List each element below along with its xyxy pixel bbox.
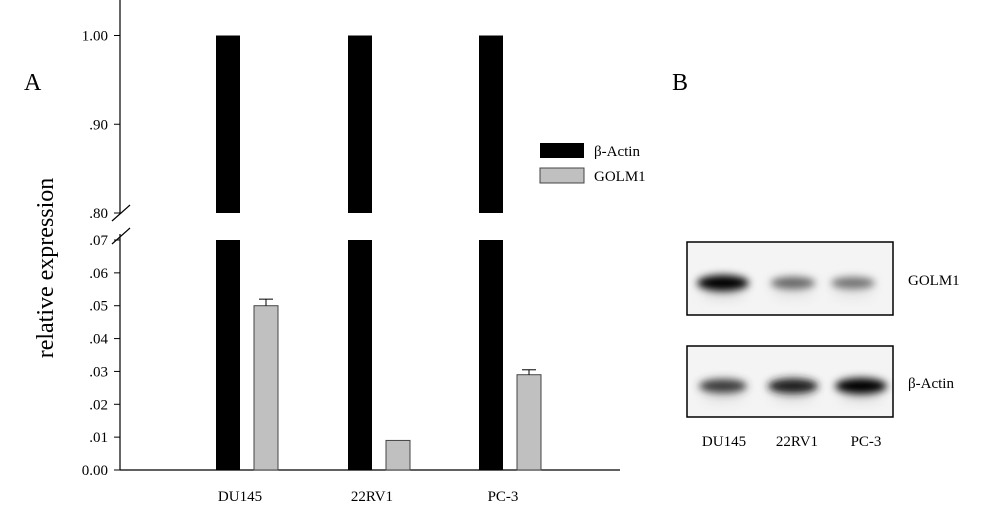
x-tick-label: PC-3 xyxy=(488,489,519,505)
blot-row-label: β-Actin xyxy=(908,376,954,392)
bar-golm1 xyxy=(385,439,411,471)
y-tick-label: 1.00 xyxy=(82,29,108,45)
y-tick-label: .05 xyxy=(89,299,108,315)
y-tick-label: .04 xyxy=(89,332,108,348)
y-tick-label: .07 xyxy=(89,233,108,249)
x-tick-label: DU145 xyxy=(218,489,262,505)
bar-beta-actin-upper xyxy=(216,35,240,213)
legend-label-beta-actin: β-Actin xyxy=(594,144,640,160)
blot-smear xyxy=(701,391,745,401)
x-tick-label: 22RV1 xyxy=(351,489,393,505)
blot-band xyxy=(699,379,747,393)
blot-lane-label: DU145 xyxy=(702,434,746,450)
y-tick-label: 0.00 xyxy=(82,463,108,479)
panel-label-b: B xyxy=(672,70,689,96)
blot-band xyxy=(767,378,819,394)
blot-smear xyxy=(839,391,883,401)
bar-beta-actin-lower xyxy=(216,240,240,470)
blot-smear xyxy=(701,288,745,298)
legend-label-golm1: GOLM1 xyxy=(594,169,646,185)
y-tick-label: .01 xyxy=(89,430,108,446)
bar-beta-actin-lower xyxy=(348,240,372,470)
y-tick-label: .80 xyxy=(89,206,108,222)
bar-beta-actin-upper xyxy=(348,35,372,213)
y-tick-label: .03 xyxy=(89,364,108,380)
blot-smear xyxy=(771,391,815,401)
blot-band xyxy=(835,378,887,394)
y-axis-title: relative expression xyxy=(33,178,59,359)
blot-smear xyxy=(771,288,815,298)
blot-row-label: GOLM1 xyxy=(908,273,960,289)
axis-break-mark xyxy=(111,227,131,245)
blot-lane-label: 22RV1 xyxy=(776,434,818,450)
bar-beta-actin-upper xyxy=(479,35,503,213)
y-tick-label: .06 xyxy=(89,266,108,282)
blot-band xyxy=(831,277,875,289)
y-tick-label: .02 xyxy=(89,397,108,413)
legend-swatch-beta-actin xyxy=(540,143,584,158)
blot-smear xyxy=(831,288,875,298)
legend-swatch-golm1 xyxy=(539,167,585,184)
bar-golm1 xyxy=(516,374,542,471)
axis-break-mark xyxy=(111,204,131,222)
blot-band xyxy=(697,275,749,291)
blot-lane-label: PC-3 xyxy=(851,434,882,450)
blot-band xyxy=(770,276,816,290)
bar-beta-actin-lower xyxy=(479,240,503,470)
panel-label-a: A xyxy=(24,70,42,96)
y-tick-label: .90 xyxy=(89,117,108,133)
